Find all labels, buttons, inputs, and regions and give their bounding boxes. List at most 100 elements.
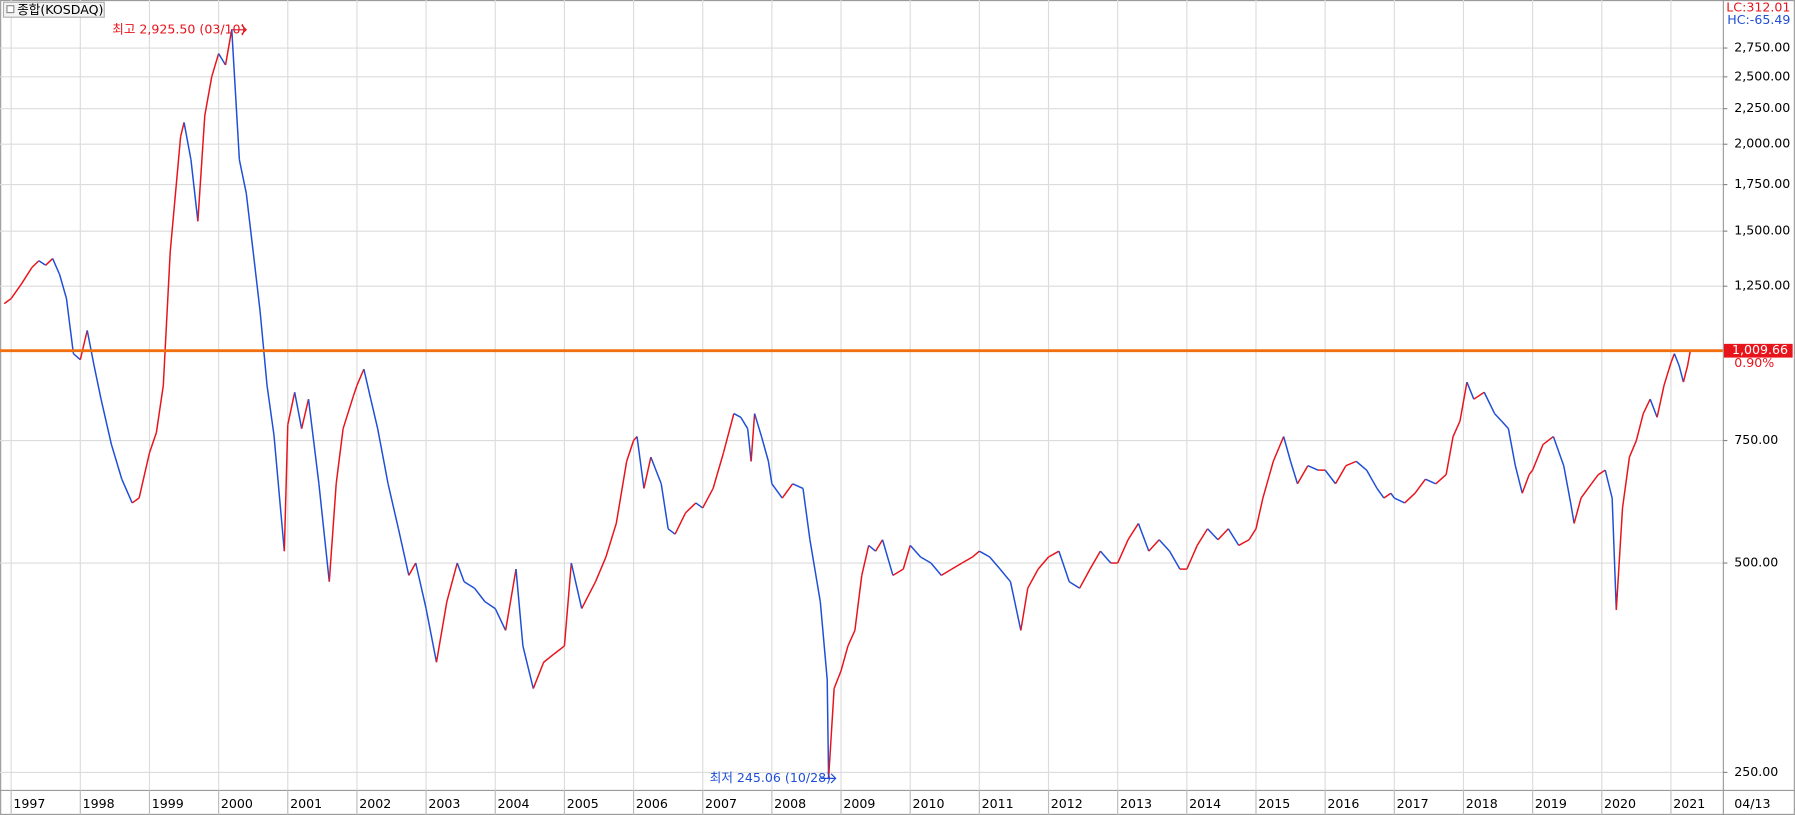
x-tick-label: 2010 [912,796,944,811]
price-segment [605,523,617,558]
price-segment [370,399,379,429]
price-segment [961,556,973,564]
price-segment [1673,353,1680,367]
hc-label: HC:-65.49 [1727,12,1790,27]
price-segment [1148,539,1160,552]
price-segment [20,267,33,285]
price-segment [1248,528,1257,541]
price-segment [570,562,583,609]
price-segment [1127,523,1140,541]
price-segment [909,544,922,558]
x-tick-label: 2012 [1051,796,1083,811]
x-tick-label: 1999 [152,796,184,811]
price-segment [197,115,206,222]
price-segment [930,562,942,576]
low-annotation: 최저 245.06 (10/28) [710,770,831,785]
price-segment [1615,507,1624,611]
y-tick-label: 2,750.00 [1734,40,1790,55]
price-segment [494,608,507,631]
x-tick-label: 2007 [705,796,737,811]
price-segment [1089,550,1102,570]
price-segment [1514,465,1523,494]
price-segment [266,385,275,436]
price-segment [920,556,932,564]
price-segment [1552,436,1565,466]
x-tick-label: 2006 [636,796,668,811]
price-segment [100,399,113,445]
price-segment [1435,474,1447,485]
x-tick-label: 2017 [1397,796,1429,811]
price-segment [273,434,286,552]
price-segment [760,436,770,462]
x-tick-label: 2015 [1258,796,1290,811]
price-segment [847,630,856,647]
price-segment [131,497,140,504]
price-label: 1,009.66 [1732,342,1788,357]
title-box [2,1,105,18]
y-tick-label: 500.00 [1734,555,1778,570]
price-segment [79,330,88,360]
price-segment [425,608,438,663]
price-segment [1580,483,1593,499]
price-segment [473,587,486,603]
x-tick-label: 2002 [359,796,391,811]
price-segment [1494,413,1503,422]
x-tick-label: 2008 [774,796,806,811]
x-tick-label: 2021 [1673,796,1705,811]
price-segment [1597,469,1606,476]
price-segment [1425,478,1437,485]
high-arrow [232,24,247,35]
price-segment [1020,588,1029,631]
price-segment [532,661,545,689]
price-segment [1168,550,1181,570]
price-segment [781,483,794,499]
price-segment [1186,545,1198,570]
y-tick-label: 250.00 [1734,764,1778,779]
price-segment [1262,461,1274,499]
price-segment [1238,539,1250,547]
x-tick-label: 2005 [567,796,599,811]
price-segment [667,528,676,535]
price-segment [293,392,303,429]
price-segment [1656,385,1665,418]
price-segment [1604,469,1613,499]
price-segment [86,330,95,367]
price-segment [307,399,320,484]
x-tick-label: 2013 [1120,796,1152,811]
price-segment [318,483,331,582]
price-segment [148,432,158,454]
x-tick-label: 2009 [843,796,875,811]
price-segment [446,562,458,602]
price-segment [861,545,870,576]
price-segment [45,257,54,266]
price-segment [581,581,597,609]
price-segment [155,385,165,433]
price-segment [515,569,524,646]
price-segment [1670,353,1676,364]
price-segment [328,483,337,582]
price-segment [1307,465,1319,471]
price-segment [1414,478,1427,494]
price-segment [1376,488,1385,499]
price-segment [940,568,953,576]
price-segment [753,413,763,437]
price-segment [868,544,877,552]
price-segment [712,452,725,489]
price-segment [1452,420,1461,437]
price-segment [1682,365,1689,383]
price-segment [1528,469,1534,476]
price-segment [1507,428,1517,466]
price-segment [93,365,102,400]
price-segment [138,452,151,499]
price-segment [435,601,448,663]
price-segment [1078,568,1091,589]
price-segment [674,512,687,535]
y-tick-label: 1,500.00 [1734,223,1790,238]
y-tick-label: 2,250.00 [1734,100,1790,115]
price-segment [1207,528,1219,541]
price-segment [65,298,75,354]
price-segment [1445,436,1454,475]
lc-label: LC:312.01 [1726,0,1790,15]
